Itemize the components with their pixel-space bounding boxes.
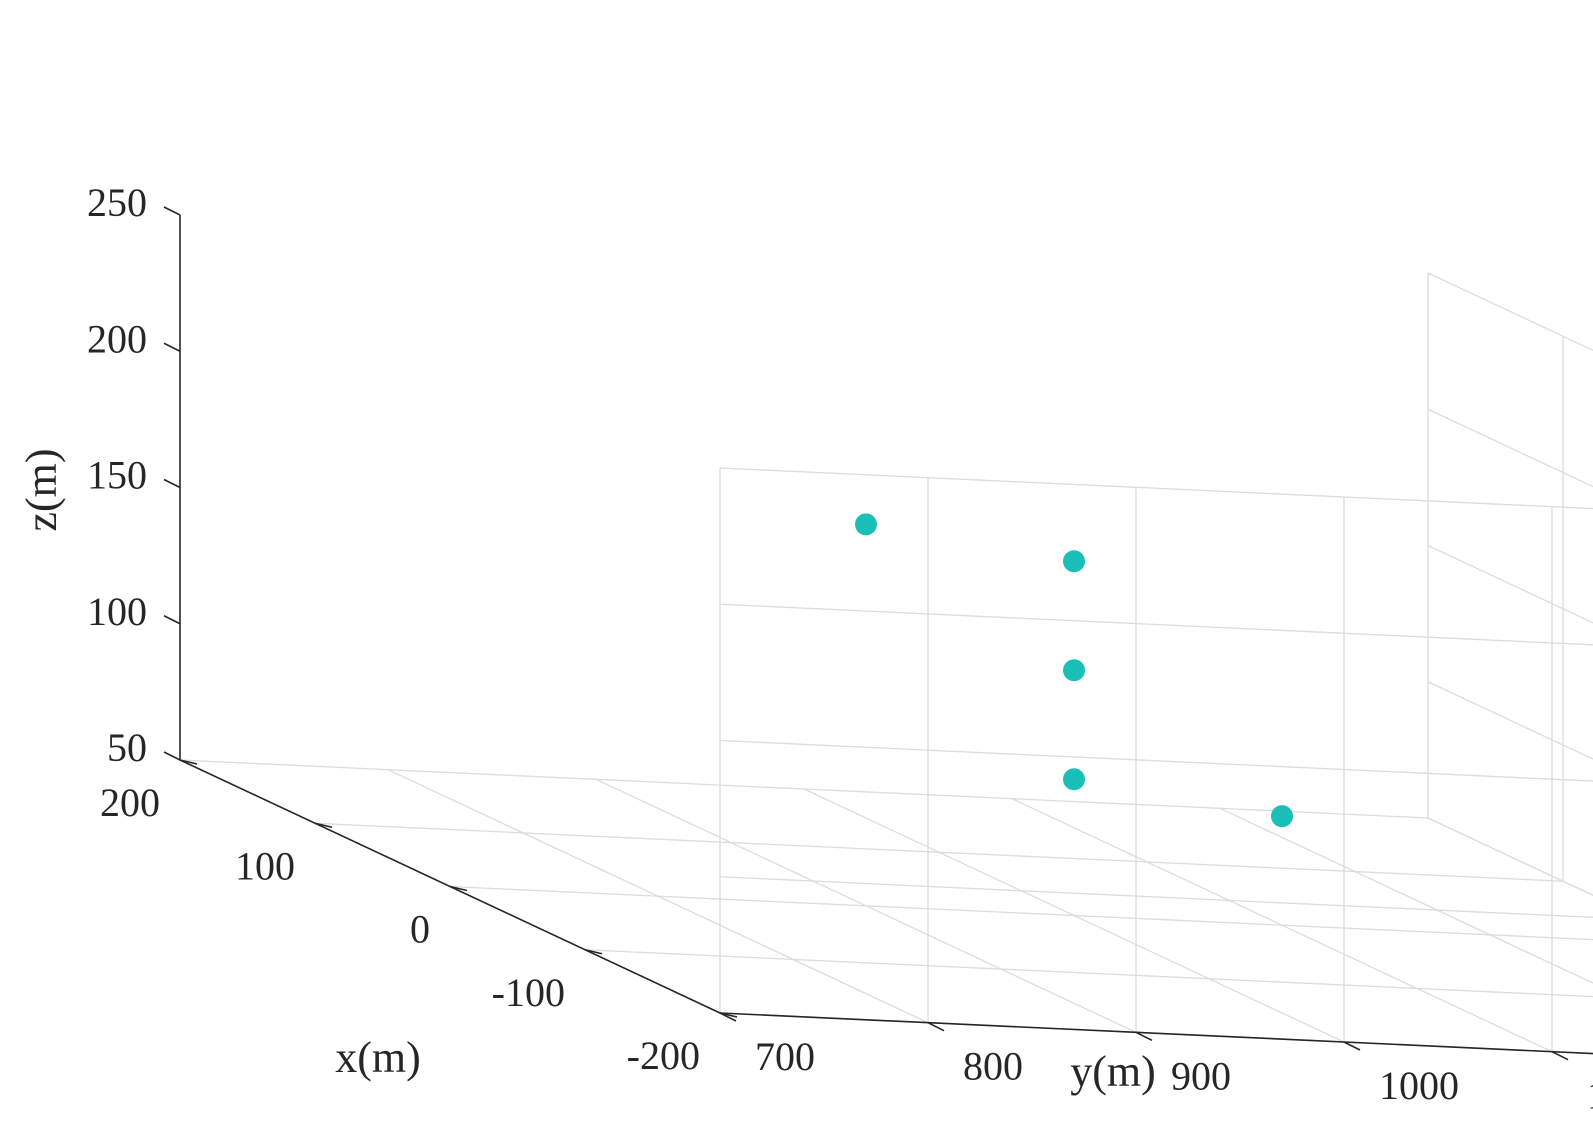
z-tick-label: 200 — [87, 316, 147, 361]
y-tick-label: 700 — [755, 1034, 815, 1079]
x-tick-mark — [584, 948, 603, 955]
tick-labels: -200-10001002007008009001000110012001300… — [87, 180, 1593, 1118]
x-tick-mark — [314, 822, 333, 829]
y-tick-label: 1100 — [1587, 1073, 1593, 1118]
floor-grid-line — [1011, 798, 1553, 1053]
y-tick-mark — [1343, 1041, 1361, 1051]
floor-grid-line — [1219, 807, 1593, 984]
y-tick-label: 900 — [1171, 1053, 1231, 1098]
z-tick-mark — [163, 751, 181, 761]
floor-grid-line — [595, 778, 1137, 1033]
y-tick-mark — [1551, 1050, 1569, 1061]
x-axis-label: x(m) — [335, 1033, 421, 1082]
y-tick-mark — [719, 1012, 737, 1022]
z-tick-mark — [163, 206, 181, 216]
y-axis-label: y(m) — [1070, 1047, 1156, 1096]
data-point — [1271, 805, 1293, 828]
side-wall-grid-line — [1427, 272, 1593, 352]
data-point — [1063, 768, 1085, 791]
floor-grid-line — [803, 788, 1345, 1043]
x-tick-label: 100 — [235, 843, 295, 888]
z-axis-label: z(m) — [17, 448, 66, 531]
y-tick-label: 1000 — [1379, 1063, 1459, 1108]
z-tick-label: 250 — [87, 180, 147, 225]
floor-grid-line — [584, 949, 1593, 998]
x-tick-label: 0 — [410, 907, 430, 952]
x-tick-mark — [179, 759, 198, 765]
z-tick-mark — [163, 478, 181, 489]
x-tick-label: 200 — [100, 780, 160, 825]
data-point — [855, 513, 877, 536]
y-tick-label: 800 — [963, 1044, 1023, 1089]
back-wall-grid-line — [719, 876, 1593, 918]
back-wall-grid-line — [719, 467, 1593, 510]
data-point — [1063, 550, 1085, 573]
back-wall-grid-line — [719, 603, 1593, 646]
axes — [163, 206, 1593, 1061]
data-points — [855, 513, 1293, 828]
back-wall-grid-line — [719, 1012, 1593, 1055]
y-tick-mark — [1135, 1031, 1153, 1042]
y-axis-line — [719, 1012, 1593, 1055]
x-tick-label: -200 — [627, 1033, 700, 1078]
z-tick-label: 150 — [87, 453, 147, 498]
x-tick-mark — [449, 885, 468, 892]
floor-grid-line — [387, 769, 929, 1024]
side-wall-grid-line — [1427, 544, 1593, 624]
side-wall-grid-line — [1427, 681, 1593, 760]
z-tick-mark — [163, 342, 181, 352]
side-wall-grid-line — [1427, 408, 1593, 488]
floor-grid-line — [449, 885, 1593, 941]
back-wall-grid-line — [719, 739, 1593, 782]
x-tick-label: -100 — [492, 970, 565, 1015]
z-tick-mark — [163, 615, 181, 625]
data-point — [1063, 659, 1085, 682]
y-tick-mark — [927, 1021, 945, 1032]
z-tick-label: 100 — [87, 589, 147, 634]
side-wall-grid-line — [1427, 817, 1593, 897]
grid — [179, 272, 1593, 1055]
z-tick-label: 50 — [107, 725, 147, 770]
floor-grid-line — [719, 1012, 1593, 1055]
